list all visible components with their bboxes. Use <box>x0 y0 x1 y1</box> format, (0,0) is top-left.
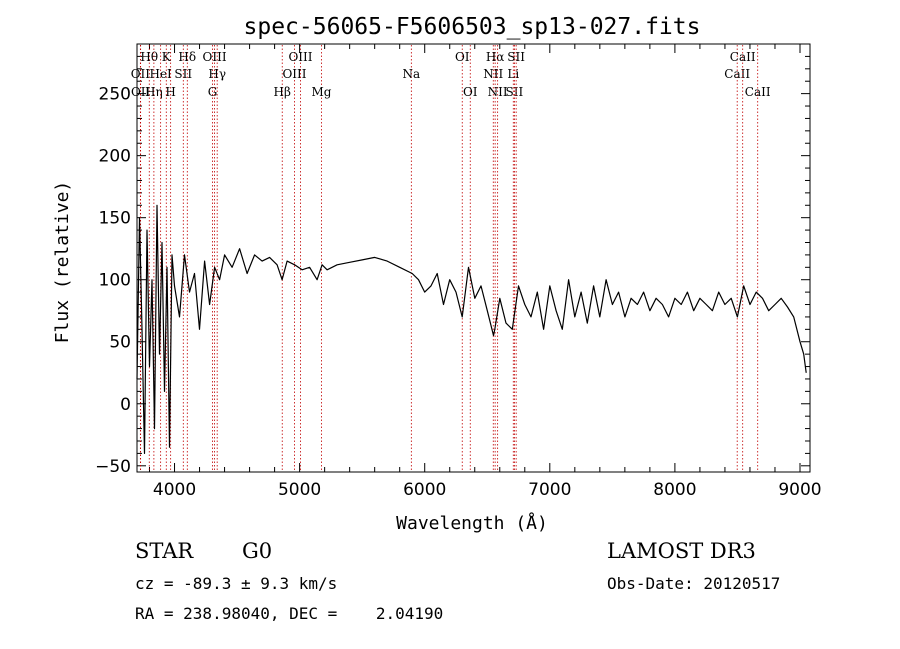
y-tick-label: 150 <box>99 209 131 229</box>
line-marker-label: CaII <box>745 85 771 99</box>
line-marker-label: H <box>165 85 175 99</box>
ra-dec-coordinates: RA = 238.98040, DEC = 2.04190 <box>135 604 444 623</box>
line-marker-label: Hβ <box>274 85 291 99</box>
observation-date: Obs-Date: 20120517 <box>607 574 781 593</box>
redshift-cz: cz = -89.3 ± 9.3 km/s <box>135 574 338 593</box>
line-marker-label: OII <box>131 85 151 99</box>
y-tick-label: 0 <box>120 395 131 415</box>
line-marker-label: OIII <box>288 50 312 64</box>
x-tick-label: 7000 <box>528 480 571 500</box>
line-marker-label: Na <box>403 67 421 81</box>
object-subclass: G0 <box>242 539 273 563</box>
line-marker-label: Mg <box>312 85 332 99</box>
x-axis-label: Wavelength (Å) <box>396 512 548 534</box>
flux-line <box>136 204 807 454</box>
line-marker-label: OI <box>455 50 470 64</box>
line-marker-label: Li <box>507 67 519 81</box>
object-class: STAR <box>135 539 194 563</box>
line-marker-label: Hδ <box>178 50 196 64</box>
plot-frame <box>136 43 811 473</box>
y-tick-label: 50 <box>109 333 131 353</box>
survey-name: LAMOST DR3 <box>607 539 756 563</box>
y-tick-label: 250 <box>99 85 131 105</box>
x-tick-label: 4000 <box>153 480 196 500</box>
line-marker-label: OIII <box>203 50 227 64</box>
chart-title: spec-56065-F5606503_sp13-027.fits <box>244 14 701 40</box>
line-marker-label: SII <box>506 85 524 99</box>
line-marker-label: OI <box>463 85 478 99</box>
x-tick-label: 5000 <box>278 480 321 500</box>
line-marker-label: CaII <box>724 67 750 81</box>
line-marker-label: Hθ <box>140 50 158 64</box>
axes: 4000 5000 6000 7000 8000 9000 −50 0 50 100 150 200 2… <box>95 43 822 500</box>
line-marker-label: K <box>162 50 172 64</box>
emission-line-markers: HθOIIOIIHηHeIKHSIIHδGOIIIHγHβOIIIOIIIMgN… <box>131 45 771 471</box>
y-axis-label: Flux (relative) <box>52 181 73 344</box>
flux-series <box>136 204 807 454</box>
line-marker-label: SII <box>174 67 192 81</box>
line-marker-label: G <box>208 85 218 99</box>
line-marker-label: OIII <box>282 67 306 81</box>
line-marker-label: Hγ <box>208 67 226 81</box>
line-marker-label: HeI <box>149 67 172 81</box>
line-marker-label: Hα <box>486 50 505 64</box>
y-tick-label: 200 <box>99 147 131 167</box>
x-tick-label: 6000 <box>403 480 446 500</box>
x-tick-label: 9000 <box>778 480 821 500</box>
line-marker-label: NII <box>483 67 503 81</box>
y-tick-label: −50 <box>95 457 131 477</box>
line-marker-label: NII <box>488 85 508 99</box>
x-tick-label: 8000 <box>653 480 696 500</box>
line-marker-label: CaII <box>730 50 756 64</box>
y-tick-label: 100 <box>99 271 131 291</box>
line-marker-label: SII <box>507 50 525 64</box>
line-marker-label: Hη <box>145 85 163 99</box>
